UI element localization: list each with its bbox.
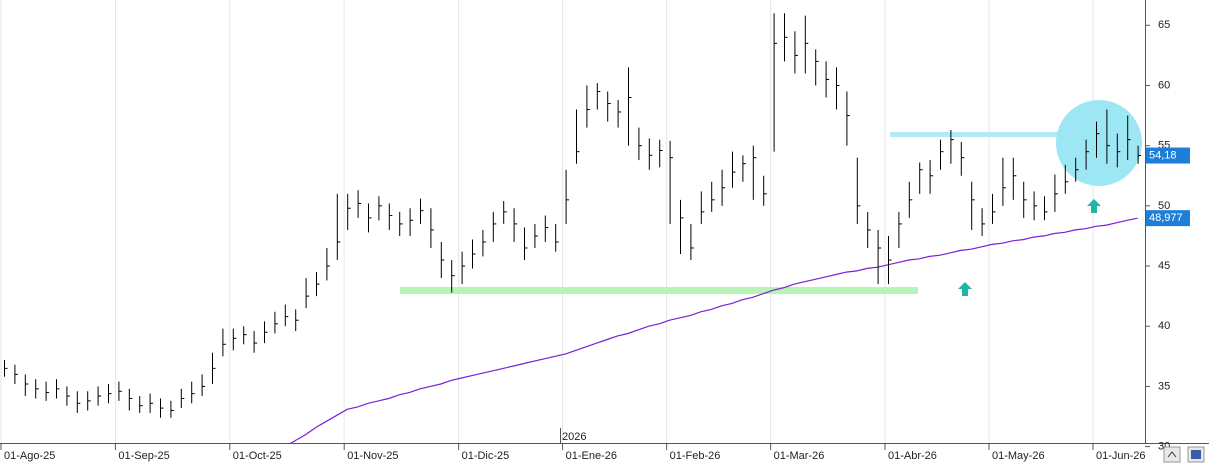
highlight-circle — [1056, 100, 1142, 186]
resistance-line — [890, 132, 1085, 137]
plot-area — [4, 13, 1142, 443]
y-tick-label: 60 — [1158, 79, 1170, 91]
price-marker — [1146, 147, 1190, 164]
arrow-up — [1087, 199, 1101, 213]
price-marker — [1146, 210, 1190, 227]
y-tick-label: 40 — [1158, 320, 1170, 332]
x-tick-label: 01-Abr-26 — [888, 450, 937, 462]
y-tick-label: 35 — [1158, 380, 1170, 392]
price-marker-label: 54,18 — [1149, 149, 1177, 161]
x-tick-label: 01-Dic-25 — [462, 450, 510, 462]
y-tick-label: 50 — [1158, 200, 1170, 212]
x-tick-label: 01-May-26 — [992, 450, 1045, 462]
collapse-button[interactable] — [1163, 446, 1181, 463]
x-tick-label: 01-Mar-26 — [774, 450, 825, 462]
collapse-icon — [1167, 451, 1177, 458]
support-line — [400, 287, 918, 294]
x-tick-label: 01-Ene-26 — [566, 450, 617, 462]
moving-average — [289, 217, 1138, 443]
grid — [0, 0, 1094, 443]
arrow-up — [958, 282, 972, 296]
y-tick-label: 45 — [1158, 260, 1170, 272]
x-tick-label: 01-Oct-25 — [233, 450, 282, 462]
x-tick-label: 01-Sep-25 — [118, 450, 169, 462]
price-marker-label: 48,977 — [1149, 212, 1183, 224]
x-tick-label: 01-Jun-26 — [1096, 450, 1146, 462]
save-icon — [1191, 450, 1201, 459]
x-tick-label: 01-Nov-25 — [347, 450, 398, 462]
drawings — [400, 100, 1142, 296]
axes: 303540455055606501-Ago-2501-Sep-2501-Oct… — [0, 19, 1190, 462]
x-tick-label: 01-Feb-26 — [670, 450, 721, 462]
y-tick-label: 65 — [1158, 19, 1170, 31]
year-annotation: 2026 — [562, 431, 586, 443]
x-tick-label: 01-Ago-25 — [4, 450, 55, 462]
